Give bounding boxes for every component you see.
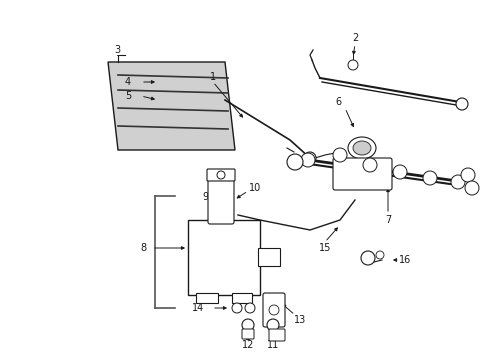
Circle shape [301, 153, 314, 167]
Circle shape [375, 251, 383, 259]
Circle shape [242, 319, 253, 331]
Circle shape [244, 303, 254, 313]
Circle shape [231, 303, 242, 313]
Text: 9: 9 [202, 192, 207, 202]
Circle shape [450, 175, 464, 189]
Circle shape [392, 165, 406, 179]
Text: 11: 11 [266, 340, 279, 350]
Circle shape [347, 60, 357, 70]
FancyBboxPatch shape [206, 169, 235, 181]
FancyBboxPatch shape [242, 329, 253, 339]
Text: 7: 7 [384, 215, 390, 225]
Circle shape [422, 171, 436, 185]
Circle shape [460, 168, 474, 182]
Text: 12: 12 [242, 340, 254, 350]
Circle shape [266, 319, 279, 331]
Text: 6: 6 [334, 97, 340, 107]
Circle shape [286, 154, 303, 170]
Circle shape [360, 251, 374, 265]
Text: 10: 10 [248, 183, 261, 193]
Text: 13: 13 [293, 315, 305, 325]
FancyBboxPatch shape [258, 248, 280, 266]
Circle shape [362, 158, 376, 172]
FancyBboxPatch shape [196, 293, 218, 303]
Text: 5: 5 [124, 91, 131, 101]
Circle shape [455, 98, 467, 110]
FancyBboxPatch shape [332, 158, 391, 190]
Circle shape [332, 148, 346, 162]
Text: 1: 1 [209, 72, 216, 82]
Text: 14: 14 [191, 303, 203, 313]
Text: 8: 8 [140, 243, 146, 253]
Polygon shape [108, 62, 235, 150]
Circle shape [268, 305, 279, 315]
Text: 3: 3 [114, 45, 120, 55]
Ellipse shape [352, 141, 370, 155]
FancyBboxPatch shape [231, 293, 251, 303]
Text: 4: 4 [124, 77, 131, 87]
Ellipse shape [347, 137, 375, 159]
Text: 15: 15 [318, 243, 330, 253]
FancyBboxPatch shape [263, 293, 285, 327]
Circle shape [304, 152, 315, 164]
Circle shape [217, 171, 224, 179]
Text: 2: 2 [351, 33, 357, 43]
Text: 16: 16 [398, 255, 410, 265]
FancyBboxPatch shape [187, 220, 260, 295]
FancyBboxPatch shape [268, 329, 285, 341]
Circle shape [464, 181, 478, 195]
FancyBboxPatch shape [207, 176, 234, 224]
